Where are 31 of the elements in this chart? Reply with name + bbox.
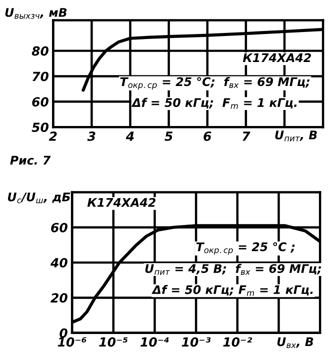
x-tick-label: 10⁻⁶ [58,337,86,347]
x-tick-label: 7 [242,132,250,141]
annotation: T$_{окр.ср}$ = 25 °C ; [196,242,295,255]
x-axis-title: U$_{вх}$, В [277,337,314,348]
x-tick-label: 2 [48,131,57,141]
x-tick-label: 6 [204,131,212,141]
text: Рис. 7 [10,156,51,165]
y-tick-label: 40 [50,258,68,268]
y-tick-label: 50 [32,122,49,132]
y-axis-title: U$_{с}$/U$_{ш}$, дБ [8,192,70,204]
y-tick-label: 60 [51,222,68,232]
annotation: T$_{окр.ср}$ = 25 °C; f$_{вх}$ = 69 МГц; [120,76,310,90]
annotation: К174ХА42 [242,53,311,62]
x-tick-label: 10⁻³ [182,337,211,347]
annotation: Δf = 50 кГц; F$_{m}$ = 1 кГц. [131,98,297,109]
x-tick-label: 10⁻⁵ [99,337,128,347]
y-tick-label: 0 [60,328,68,338]
annotation: U$_{пит}$ = 4,5 В; f$_{вх}$ = 69 МГц; [145,264,322,275]
x-tick-label: 10⁻² [223,337,252,347]
x-tick-label: 10⁻⁴ [140,337,169,347]
annotation: Δf = 50 кГц; F$_{m}$ = 1 кГц. [152,284,313,296]
y-axis-title: U$_{выхзч}$, мВ [5,8,67,19]
x-axis-title: U$_{пит}$, В [275,130,317,142]
y-tick-label: 60 [32,97,49,107]
y-tick-label: 20 [50,293,68,303]
y-tick-label: 70 [32,72,49,82]
y-tick-label: 80 [32,46,49,56]
annotation: К174ХА42 [87,198,156,207]
x-tick-label: 3 [87,131,96,141]
x-tick-label: 4 [126,132,134,141]
x-tick-label: 5 [164,132,172,141]
